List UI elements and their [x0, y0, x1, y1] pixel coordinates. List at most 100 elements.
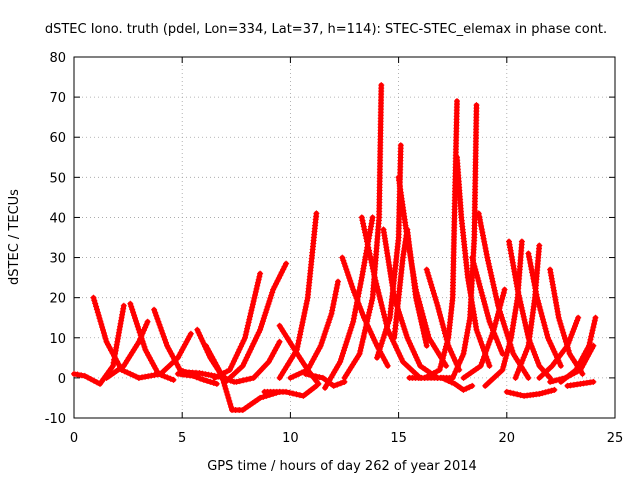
data-point — [522, 322, 529, 329]
data-point — [237, 343, 244, 350]
data-point — [463, 385, 470, 392]
data-point — [490, 326, 497, 333]
data-point — [492, 290, 499, 297]
data-point — [460, 350, 467, 357]
data-point — [252, 288, 259, 295]
data-point — [534, 294, 541, 301]
data-point — [460, 386, 467, 393]
data-point — [503, 388, 510, 395]
plot-area — [71, 82, 599, 413]
data-point — [340, 350, 346, 357]
data-point — [433, 299, 440, 306]
data-point — [349, 283, 356, 290]
data-point — [322, 328, 329, 335]
y-tick-label: 20 — [49, 292, 66, 307]
data-point — [484, 312, 491, 319]
data-point — [425, 272, 432, 279]
data-point — [127, 370, 134, 377]
data-point — [507, 337, 514, 344]
data-point — [379, 337, 386, 344]
data-point — [437, 363, 444, 370]
data-point — [413, 289, 420, 296]
data-point — [174, 361, 181, 368]
data-point — [330, 301, 337, 308]
data-point — [100, 327, 106, 333]
data-point — [477, 286, 484, 293]
series-arc-40 — [525, 250, 564, 369]
data-point — [513, 372, 520, 378]
data-point — [535, 360, 542, 366]
data-point — [574, 364, 581, 371]
data-point — [560, 329, 567, 336]
y-tick-label: 50 — [49, 171, 66, 186]
data-point — [343, 266, 350, 273]
data-point — [179, 346, 186, 353]
data-point — [418, 307, 425, 314]
data-point — [485, 341, 492, 348]
data-point — [556, 317, 563, 324]
data-point — [313, 382, 320, 389]
data-point — [239, 362, 246, 369]
data-point — [331, 297, 338, 304]
data-point — [469, 254, 476, 261]
data-point — [416, 298, 423, 305]
data-point — [295, 337, 302, 344]
data-point — [352, 292, 359, 299]
data-point — [489, 278, 496, 285]
data-point — [482, 245, 489, 252]
data-point — [340, 347, 347, 354]
data-point — [536, 242, 543, 249]
data-point — [368, 331, 375, 338]
data-point — [164, 342, 171, 349]
data-point — [476, 280, 483, 287]
data-point — [349, 321, 356, 328]
data-point — [481, 353, 488, 360]
data-point — [210, 379, 217, 386]
data-point — [351, 312, 358, 319]
data-point — [505, 343, 512, 350]
data-point — [448, 379, 455, 386]
data-point — [98, 321, 105, 328]
data-point — [153, 312, 160, 319]
y-tick-label: 80 — [49, 51, 66, 66]
data-point — [491, 287, 498, 294]
data-point — [300, 316, 307, 323]
data-point — [480, 232, 486, 239]
data-point — [255, 276, 262, 283]
data-point — [525, 250, 532, 257]
data-point — [273, 280, 279, 287]
data-point — [198, 335, 205, 342]
data-point — [361, 330, 368, 337]
series-line — [104, 319, 151, 381]
data-point — [490, 281, 497, 288]
data-point — [509, 256, 516, 263]
data-point — [319, 337, 326, 343]
data-point — [362, 324, 369, 331]
data-point — [130, 372, 137, 379]
data-point — [441, 327, 448, 334]
data-point — [331, 294, 338, 301]
series-arc-13 — [233, 338, 283, 385]
data-point — [517, 298, 524, 305]
data-point — [301, 310, 308, 316]
data-point — [515, 289, 522, 296]
data-point — [374, 352, 381, 358]
data-point — [476, 213, 483, 220]
data-point — [381, 314, 388, 321]
data-point — [208, 372, 215, 379]
data-point — [452, 368, 459, 375]
data-point — [423, 342, 430, 349]
data-point — [263, 306, 270, 313]
data-point — [500, 289, 507, 296]
data-point — [327, 313, 334, 320]
data-point — [409, 265, 416, 272]
data-point — [254, 279, 261, 286]
data-point — [249, 301, 256, 308]
data-point — [139, 374, 145, 381]
data-point — [233, 378, 240, 385]
data-point — [335, 278, 341, 285]
data-point — [257, 394, 264, 401]
series-arc-45 — [564, 378, 597, 389]
data-point — [592, 314, 599, 321]
data-point — [131, 312, 138, 319]
